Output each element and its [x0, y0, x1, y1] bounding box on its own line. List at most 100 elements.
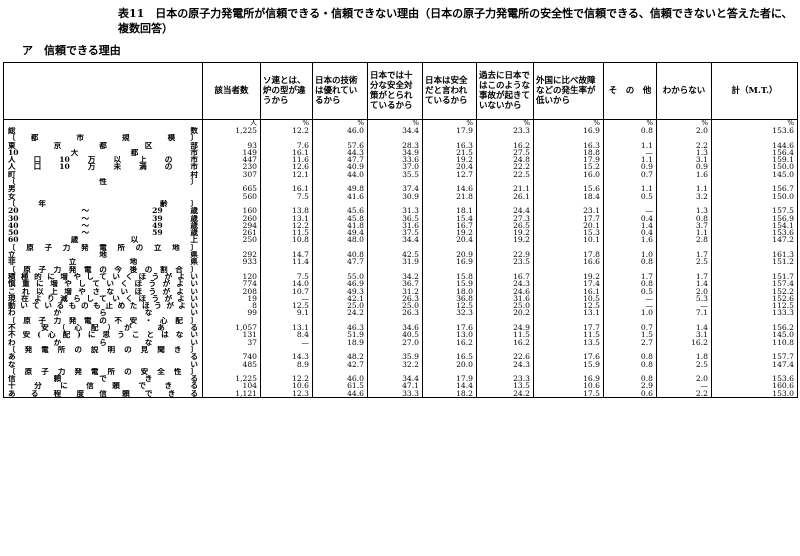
table-cell: 2.7: [603, 338, 657, 346]
table-cell: 156.7: [711, 185, 798, 193]
data-table: 該当者数 ソ連とは、炉の型が違うから 日本の技術は優れているから 日本では十分な…: [3, 62, 798, 398]
table-cell: [603, 345, 657, 354]
row-label: あ る: [3, 353, 203, 361]
table-cell: [476, 345, 534, 354]
table-cell: 14.7: [260, 251, 313, 259]
table-cell: 31.3: [367, 207, 423, 215]
table-cell: 20.1: [533, 221, 604, 230]
table-cell: 12.5: [422, 302, 477, 310]
row-label: な い: [3, 360, 203, 368]
table-cell: 1.3: [656, 207, 712, 215]
table-cell: [422, 316, 477, 325]
table-cell: [202, 134, 261, 142]
table-cell: 47.7: [312, 156, 368, 164]
table-cell: 12.3: [260, 389, 313, 398]
table-cell: [603, 199, 657, 208]
table-cell: 104: [202, 382, 261, 390]
table-cell: 93: [202, 141, 261, 149]
table-row: 〔年 齢〕: [3, 199, 798, 208]
table-cell: [367, 199, 423, 208]
table-row: わ か ら な い 99 9.1 24.2 26.3 32.3 20.2 13.1 1.0 7.1…: [3, 309, 798, 317]
row-label: 〔年 齢〕: [3, 199, 203, 208]
table-cell: 20.2: [476, 309, 534, 317]
table-cell: 46.9: [312, 280, 368, 288]
table-cell: 42.7: [312, 360, 368, 368]
table-cell: 16.2: [476, 141, 534, 149]
table-cell: [533, 134, 604, 142]
table-row: わ か ら な い 37—18.9 27.0 16.2 16.2 13.5 2.7 16.2 1…: [3, 338, 798, 346]
table-cell: 2.5: [656, 360, 712, 368]
table-cell: 145.0: [711, 331, 798, 339]
table-cell: 46.0: [312, 127, 368, 135]
table-cell: 307: [202, 170, 261, 179]
table-cell: [656, 243, 712, 252]
table-cell: 34.9: [367, 148, 423, 157]
table-cell: 34.2: [367, 272, 423, 281]
table-cell: 12.5: [260, 302, 313, 310]
table-row: な い 485 8.9 42.7 32.2 20.0 24.3 15.9 0.8 2.5 147.4: [3, 360, 798, 368]
table-cell: 1.7: [656, 251, 712, 259]
table-cell: 160.6: [711, 382, 798, 390]
table-cell: 1.1: [656, 185, 712, 193]
row-label: 〔原子力発電の不安・心配〕: [3, 316, 203, 325]
table-cell: [533, 345, 604, 354]
table-cell: —: [656, 302, 712, 310]
table-cell: 31.9: [367, 258, 423, 266]
header-respondents: 該当者数: [202, 62, 261, 120]
table-row: 人口10万以上の市 447 11.6 47.7 33.6 19.2 24.8 17.9 1.1 3…: [3, 156, 798, 164]
table-cell: 16.2: [656, 338, 712, 346]
table-cell: 0.8: [603, 375, 657, 383]
table-row: 非 立 地 県 933 11.4 47.7 31.9 16.9 23.5 16.6 0.8 2.5…: [3, 258, 798, 266]
table-cell: [260, 367, 313, 376]
table-cell: [476, 178, 534, 186]
table-cell: [202, 178, 261, 186]
table-cell: 42.1: [312, 294, 368, 303]
table-cell: [312, 178, 368, 186]
table-cell: 23.5: [476, 258, 534, 266]
row-label: 非 立 地 県: [3, 258, 203, 266]
table-row: ある程度信頼できる 1,121 12.3 44.6 33.3 18.2 24.2 17.5 0.…: [3, 389, 798, 398]
table-cell: —: [260, 338, 313, 346]
table-cell: 10.7: [260, 287, 313, 295]
table-cell: 46.3: [312, 324, 368, 332]
table-cell: 1.1: [603, 156, 657, 164]
table-cell: 13.0: [422, 331, 477, 339]
table-cell: 14.4: [422, 382, 477, 390]
table-cell: 36.8: [422, 294, 477, 303]
table-cell: 19.2: [476, 236, 534, 244]
row-label: 〔原子力発電所の立地〕: [3, 243, 203, 252]
table-row: 人口10万未満の市 230 12.6 40.9 37.0 20.4 22.2 15.2 0.9 0…: [3, 163, 798, 171]
table-cell: 17.5: [533, 389, 604, 398]
row-label: 信 頼 で き る: [3, 375, 203, 383]
table-cell: [711, 316, 798, 325]
table-row: 東 京 都 区 部 93 7.6 57.6 28.3 16.3 16.2 16.3 1.1 2.2…: [3, 141, 798, 149]
table-cell: 17.4: [533, 280, 604, 288]
table-cell: 25.0: [476, 302, 534, 310]
table-cell: 2.5: [656, 258, 712, 266]
table-cell: [656, 345, 712, 354]
table-cell: 1.4: [656, 324, 712, 332]
table-cell: [260, 199, 313, 208]
header-dont-know: わからない: [656, 62, 712, 120]
table-cell: 16.2: [476, 338, 534, 346]
table-cell: 1,225: [202, 127, 261, 135]
table-cell: 159.1: [711, 156, 798, 164]
table-cell: 42.5: [367, 251, 423, 259]
table-cell: 447: [202, 156, 261, 164]
unit-cell: %: [260, 119, 313, 127]
unit-cell: 人: [202, 119, 261, 127]
table-row: 〔原子力発電の今後の割合〕: [3, 265, 798, 273]
table-cell: 152.6: [711, 294, 798, 303]
row-label: 〔発電所の説明の見聞き〕: [3, 345, 203, 354]
table-cell: [422, 265, 477, 273]
table-cell: 34.4: [367, 375, 423, 383]
table-cell: 7.5: [260, 192, 313, 200]
row-label: 〔原子力発電の今後の割合〕: [3, 265, 203, 273]
table-cell: 0.7: [603, 170, 657, 179]
unit-cell: [3, 119, 203, 127]
table-cell: 0.4: [603, 229, 657, 237]
table-cell: 3.1: [656, 156, 712, 164]
table-cell: 2.0: [656, 127, 712, 135]
table-cell: [260, 134, 313, 142]
table-cell: 0.8: [656, 214, 712, 222]
